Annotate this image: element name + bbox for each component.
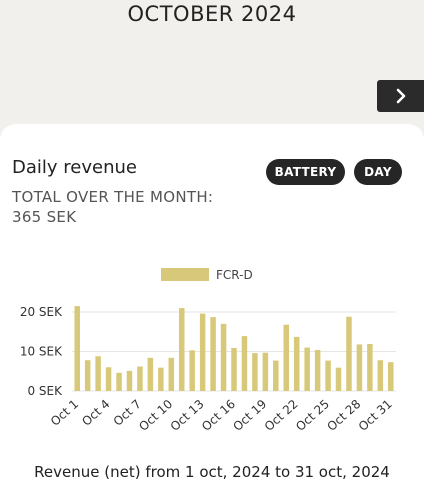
legend-label: FCR-D: [216, 268, 253, 282]
x-tick-label: Oct 28: [324, 397, 363, 434]
chevron-right-icon: [396, 88, 405, 104]
bar: [168, 357, 175, 391]
bar: [293, 336, 300, 391]
x-tick-label: Oct 1: [48, 397, 81, 429]
bar: [220, 323, 227, 391]
bar: [147, 357, 154, 391]
bar: [283, 324, 290, 391]
bar: [189, 350, 195, 391]
bar: [241, 336, 248, 391]
month-title: OCTOBER 2024: [127, 2, 297, 26]
total-label: TOTAL OVER THE MONTH:: [12, 188, 214, 206]
bar: [367, 343, 373, 391]
bar: [314, 349, 321, 391]
bar: [95, 356, 101, 391]
total-value: 365 SEK: [12, 208, 77, 226]
bar: [231, 347, 237, 391]
bar: [388, 362, 394, 391]
footer-caption: Revenue (net) from 1 oct, 2024 to 31 oct…: [34, 463, 390, 481]
bar: [325, 360, 331, 391]
battery-filter-button[interactable]: BATTERY: [266, 159, 345, 185]
period-filter-button[interactable]: DAY: [354, 159, 402, 185]
bar: [84, 360, 91, 391]
x-tick-label: Oct 22: [262, 397, 301, 434]
bar: [178, 308, 185, 391]
x-tick-label: Oct 16: [199, 397, 238, 434]
legend-swatch: [161, 268, 209, 281]
bar: [137, 366, 143, 391]
bar: [356, 344, 363, 391]
bar: [304, 347, 310, 391]
bar: [335, 367, 342, 391]
bar: [377, 360, 384, 391]
bar: [158, 367, 164, 391]
card-title: Daily revenue: [12, 157, 137, 178]
bar: [262, 352, 269, 391]
x-tick-label: Oct 31: [356, 397, 395, 434]
next-month-button[interactable]: [377, 80, 424, 112]
y-tick-label: 0 SEK: [27, 384, 63, 398]
bar: [116, 372, 122, 391]
y-tick-label: 20 SEK: [20, 305, 63, 319]
bar: [199, 313, 206, 391]
bar: [273, 360, 279, 391]
y-tick-label: 10 SEK: [20, 345, 63, 359]
bar: [126, 370, 133, 391]
x-tick-label: Oct 10: [136, 397, 175, 434]
bar: [346, 316, 352, 391]
bar: [210, 317, 216, 391]
x-tick-label: Oct 19: [230, 397, 269, 434]
x-tick-label: Oct 25: [293, 397, 332, 434]
bar: [252, 353, 258, 391]
bar: [105, 367, 112, 391]
x-tick-label: Oct 4: [79, 397, 112, 429]
bar: [74, 306, 80, 391]
x-tick-label: Oct 13: [168, 397, 207, 434]
